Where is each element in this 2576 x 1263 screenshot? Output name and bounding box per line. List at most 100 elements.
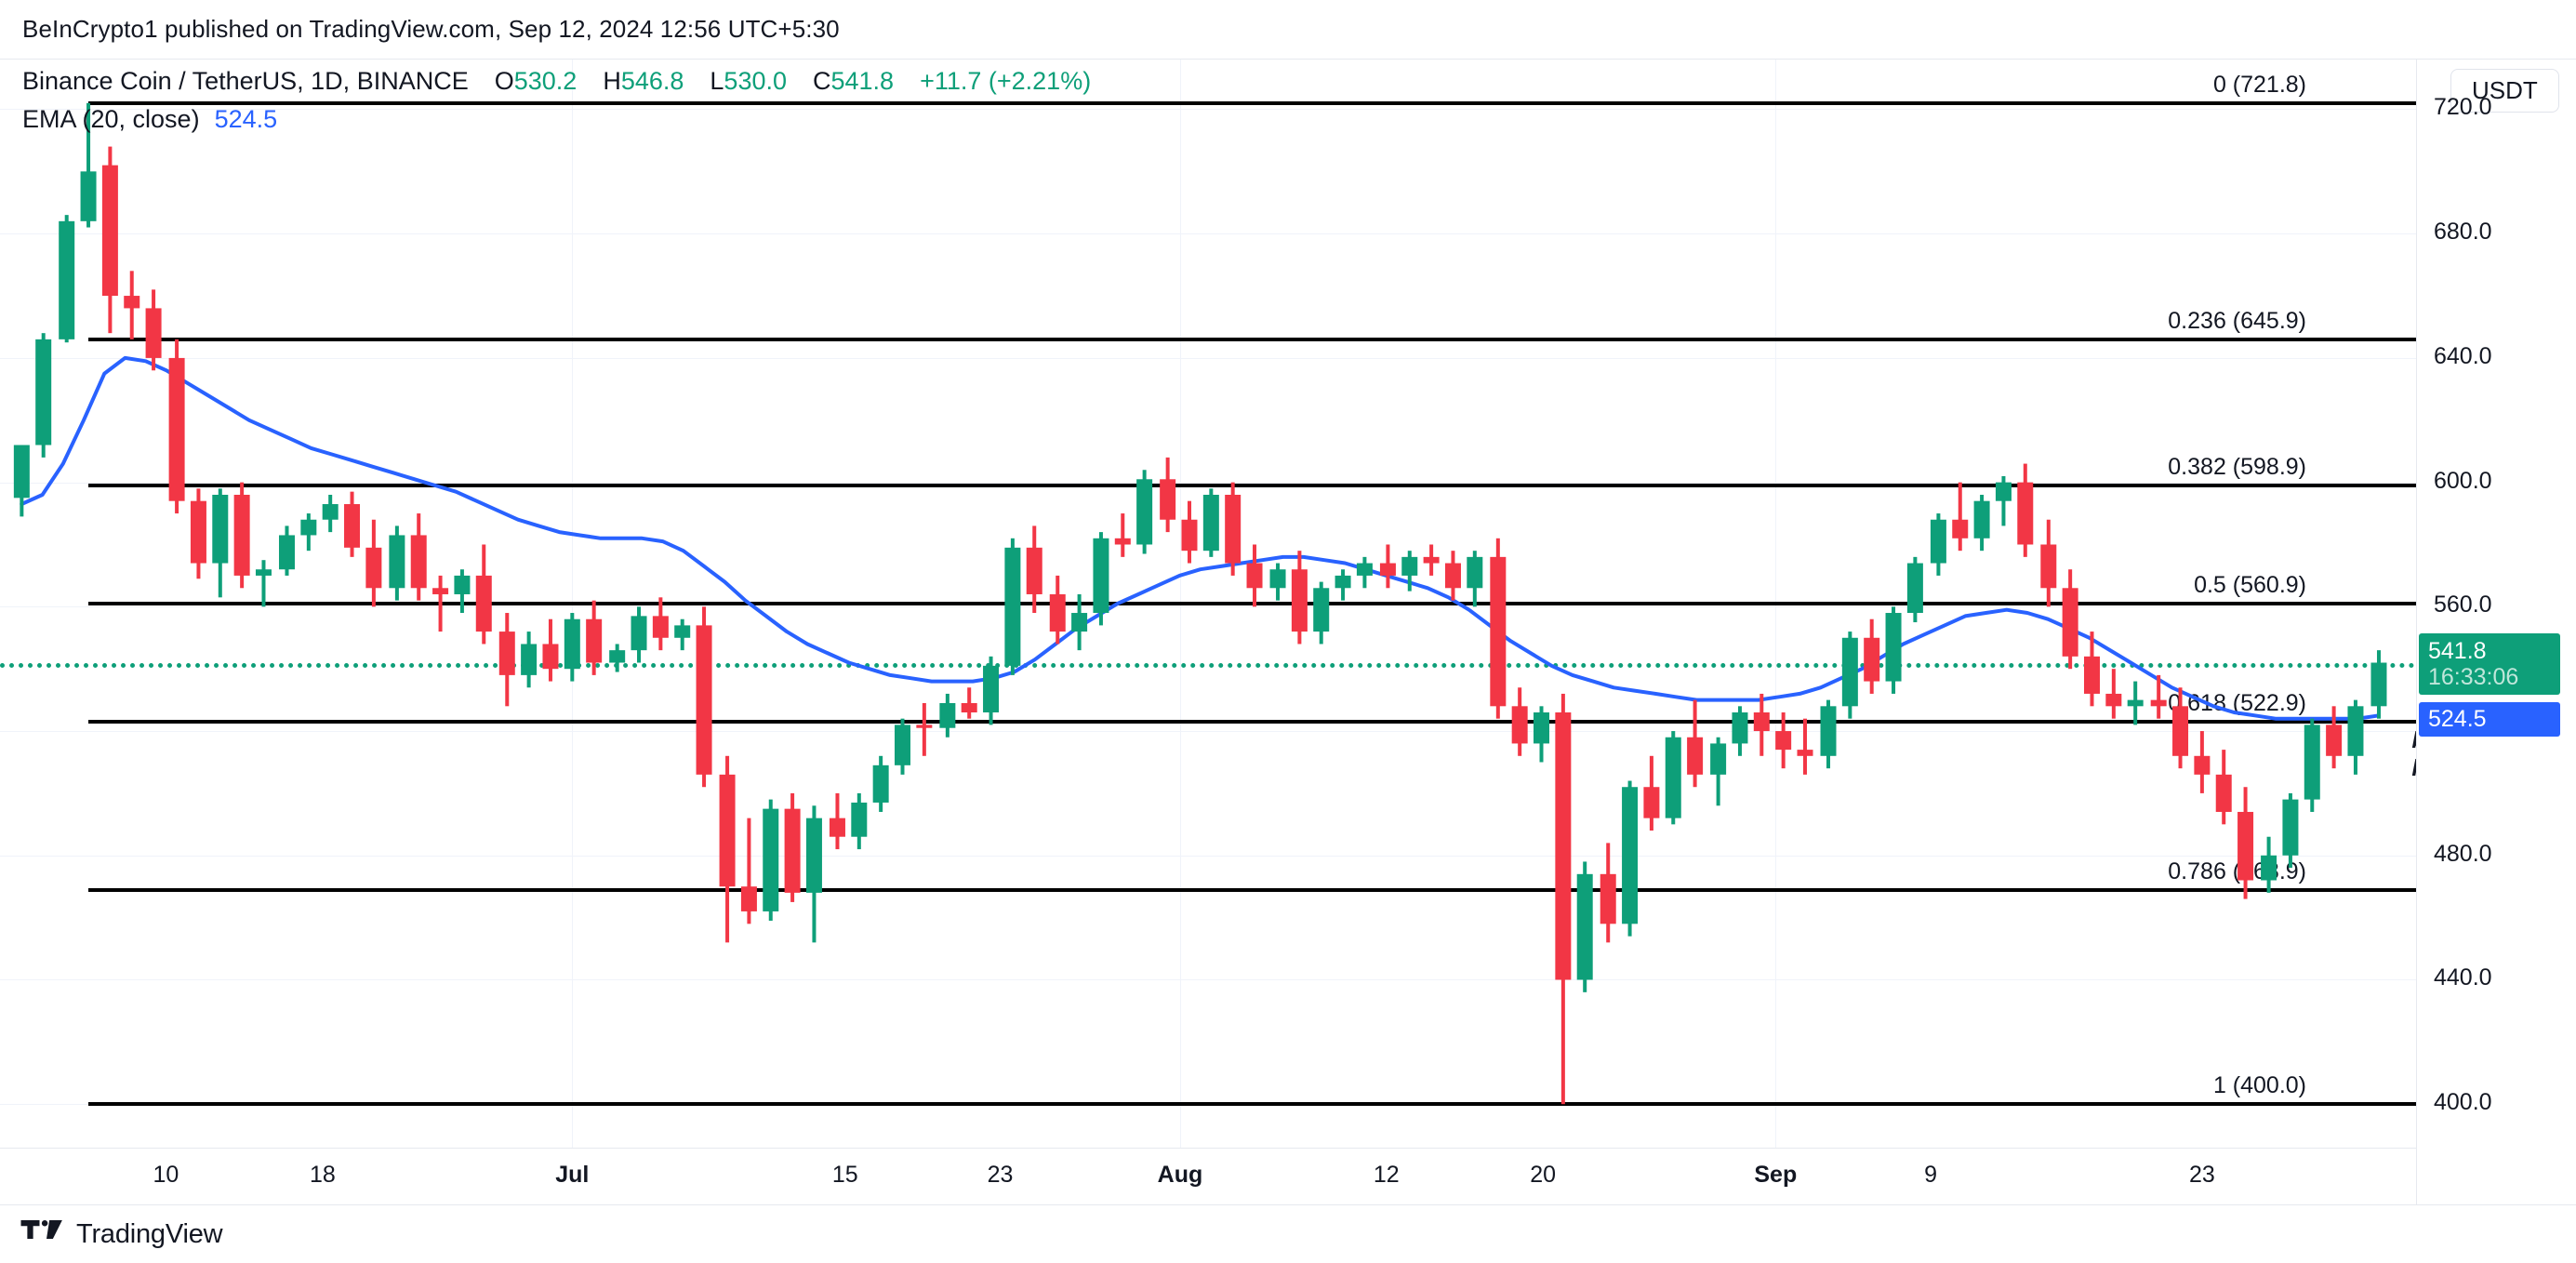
candlestick xyxy=(1622,780,1639,937)
candlestick xyxy=(2172,687,2189,769)
legend-open-value: 530.2 xyxy=(513,67,578,95)
fib-level-label: 0.382 (598.9) xyxy=(2168,454,2306,481)
legend-close-label: C xyxy=(813,67,831,95)
candlestick xyxy=(1710,737,1727,806)
tradingview-mark-icon xyxy=(20,1220,62,1239)
publisher-credit-text: BeInCrypto1 published on TradingView.com… xyxy=(22,15,840,43)
candlestick xyxy=(719,755,736,943)
candlestick xyxy=(300,513,317,552)
candlestick xyxy=(475,544,492,645)
current-price-line xyxy=(0,663,2416,669)
candlestick xyxy=(1202,488,1219,557)
price-axis[interactable]: USDT 720.0 680.0 640.0 600.0 560.0 480.0 440.0… xyxy=(2416,60,2576,1205)
legend-symbol-title[interactable]: Binance Coin / TetherUS, 1D, BINANCE xyxy=(22,67,469,95)
candlestick xyxy=(2326,706,2343,769)
tradingview-logo[interactable]: TradingView xyxy=(20,1219,223,1250)
candlestick xyxy=(1665,731,1681,825)
candlestick xyxy=(255,560,272,607)
ema-polyline xyxy=(20,355,2381,721)
candlestick xyxy=(1334,569,1351,601)
candlestick xyxy=(1004,538,1021,675)
legend-ema-value: 524.5 xyxy=(214,105,278,133)
candlestick xyxy=(1885,606,1902,694)
candlestick xyxy=(2062,569,2078,670)
grid-line-horizontal xyxy=(0,979,2416,981)
legend-change-value: +11.7 (+2.21%) xyxy=(920,67,1092,95)
candlestick xyxy=(1160,457,1176,533)
fib-level-line[interactable] xyxy=(88,720,2416,725)
legend-high-value: 546.8 xyxy=(620,67,684,95)
candlestick xyxy=(1534,706,1550,763)
candlestick xyxy=(609,644,626,672)
candlestick xyxy=(872,755,889,812)
candlestick xyxy=(1071,593,1088,651)
candlestick xyxy=(432,575,449,632)
currency-badge[interactable]: USDT xyxy=(2450,69,2559,113)
candlestick xyxy=(389,525,405,601)
time-axis-tick-label: 20 xyxy=(1530,1162,1557,1188)
candlestick xyxy=(454,569,471,614)
publisher-bar: BeInCrypto1 published on TradingView.com… xyxy=(0,0,2576,59)
fib-level-label: 0 (721.8) xyxy=(2212,72,2306,99)
legend-low-label: L xyxy=(710,67,724,95)
candlestick xyxy=(2127,681,2144,725)
legend-ema-label[interactable]: EMA (20, close) xyxy=(22,105,200,133)
candlestick xyxy=(1841,632,1858,719)
candlestick xyxy=(1930,513,1946,576)
candlestick xyxy=(521,632,538,688)
time-axis[interactable]: 10 18 Jul 15 23 Aug 12 20 Sep 9 23 xyxy=(0,1148,2416,1205)
grid-line-horizontal xyxy=(0,606,2416,608)
candlestick xyxy=(365,519,382,607)
candlestick xyxy=(1467,551,1483,607)
breakout-level-annotation[interactable]: breakout level xyxy=(2411,727,2416,782)
candlestick xyxy=(784,792,801,902)
candlestick xyxy=(1401,551,1418,592)
candlestick xyxy=(1952,482,1969,552)
fib-level-line[interactable] xyxy=(88,101,2416,106)
grid-line-horizontal xyxy=(0,731,2416,733)
fib-level-label: 0.236 (645.9) xyxy=(2168,308,2306,335)
time-axis-tick-label: 18 xyxy=(309,1162,336,1188)
legend-open-label: O xyxy=(494,67,514,95)
candlestick xyxy=(961,687,977,719)
candlestick xyxy=(1114,513,1131,557)
candlestick xyxy=(1269,563,1286,601)
candlestick xyxy=(2215,750,2232,825)
legend-ema-row[interactable]: EMA (20, close) 524.5 xyxy=(22,105,1091,134)
candlestick xyxy=(1797,718,1813,775)
candlestick xyxy=(631,606,647,663)
time-axis-tick-label: 10 xyxy=(153,1162,179,1188)
candlestick xyxy=(190,488,206,579)
candlestick xyxy=(233,482,250,589)
fib-level-line[interactable] xyxy=(88,887,2416,892)
candlestick xyxy=(1490,538,1507,719)
chart-frame: 0 (721.8) 0.236 (645.9) 0.382 (598.9) 0.5 (… xyxy=(0,59,2576,1205)
candlestick xyxy=(1181,500,1198,564)
candlestick xyxy=(1973,495,1990,552)
candlestick xyxy=(322,495,339,533)
candlestick xyxy=(696,606,712,788)
fib-level-line[interactable] xyxy=(88,338,2416,342)
candlestick xyxy=(1049,575,1066,645)
grid-line-horizontal xyxy=(0,109,2416,111)
price-axis-tick-label: 400.0 xyxy=(2434,1089,2492,1116)
chart-plot-area[interactable]: 0 (721.8) 0.236 (645.9) 0.382 (598.9) 0.5 (… xyxy=(0,60,2416,1148)
fib-level-line[interactable] xyxy=(88,1102,2416,1107)
candlestick xyxy=(2370,650,2387,719)
fib-level-label: 1 (400.0) xyxy=(2212,1072,2306,1099)
candlestick xyxy=(1356,556,1373,589)
grid-line-horizontal xyxy=(0,233,2416,235)
candlestick xyxy=(2017,463,2034,557)
last-price-badge: 541.8 16:33:06 xyxy=(2419,633,2560,696)
candlestick xyxy=(916,702,933,756)
time-axis-tick-label: Aug xyxy=(1157,1162,1203,1188)
fib-level-line[interactable] xyxy=(88,484,2416,488)
candlestick xyxy=(278,525,295,576)
candlestick xyxy=(212,488,229,598)
candlestick xyxy=(2347,699,2364,775)
fib-level-line[interactable] xyxy=(88,602,2416,606)
candlestick xyxy=(1093,532,1109,626)
candlestick xyxy=(542,618,559,682)
candlestick xyxy=(1643,755,1660,831)
legend-symbol-row[interactable]: Binance Coin / TetherUS, 1D, BINANCE O 53… xyxy=(22,67,1091,96)
